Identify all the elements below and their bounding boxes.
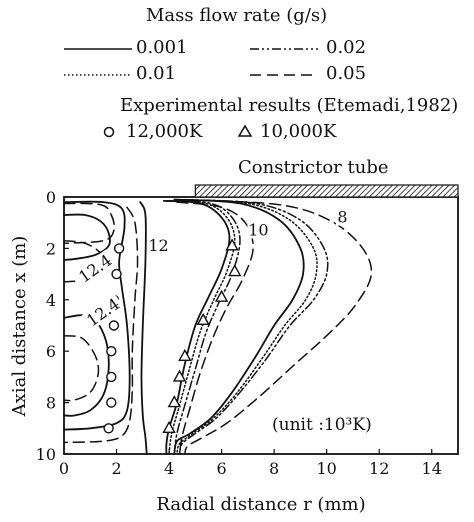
contour-level-label: 10 [248,220,268,239]
contour-label-bg [147,235,170,254]
contour-dotted-10 [165,200,236,455]
experimental-point-circle [111,268,122,280]
contour-dashed-12 [63,206,139,444]
x-tick-label: 8 [269,459,279,478]
legend-line-0001-sample [64,48,132,50]
legend-title: Mass flow rate (g/s) [146,5,328,26]
contour-level-label: 8 [337,208,347,227]
unit-annotation: (unit :10³K) [272,415,372,435]
experimental-title: Experimental results (Etemadi,1982) [120,95,459,116]
x-tick-label: 4 [164,459,174,478]
contour-label-bg [81,292,125,331]
experimental-point-circle [108,320,120,331]
experimental-point-circle [113,243,125,254]
y-tick-label: 10 [36,445,56,464]
contour-dashed-8 [184,198,373,455]
contour-dashed-10 [176,201,254,455]
contour-dashed-12-4 [63,335,100,402]
contour-label-bg [247,220,270,239]
contour-solid-10 [162,199,231,455]
contour-label-bg [335,207,349,226]
experimental-point-circle [106,371,117,383]
experimental-point-triangle [225,238,239,251]
legend-label-002: 0.02 [326,37,367,58]
experimental-point-circle [103,423,114,434]
contour-label-bg [73,249,117,287]
x-tick-label: 6 [217,459,227,478]
x-tick-label: 14 [422,459,442,478]
experimental-point-triangle [172,369,187,382]
y-tick-label: 6 [46,342,56,361]
experimental-point-triangle [214,289,229,302]
y-tick-label: 8 [46,394,56,413]
contour-dashdot-10 [168,200,241,455]
experimental-point-triangle [162,420,176,433]
contour-solid-12-4 [63,213,111,261]
marker-label-10000k: 10,000K [260,121,337,142]
x-tick-label: 0 [59,459,69,478]
x-tick-label: 12 [369,459,389,478]
experimental-point-circle [106,346,117,357]
experimental-point-triangle [178,348,192,362]
legend-line-005-sample [250,74,318,76]
x-tick-label: 2 [111,459,121,478]
legend-label-005: 0.05 [326,63,367,84]
legend-line-001-sample [64,74,132,76]
circle-marker-icon [103,126,115,138]
legend-label-001: 0.01 [136,63,177,84]
constrictor-tube [194,184,459,198]
contour-level-label: 12 [148,236,168,255]
contour-dashdot-8 [178,198,329,455]
experimental-point-triangle [167,395,182,408]
marker-label-12000k: 12,000K [126,121,203,142]
triangle-marker-icon [237,124,253,137]
legend-line-002-sample [250,48,318,50]
legend-label-0001: 0.001 [136,37,188,58]
y-tick-label: 4 [46,291,56,310]
contour-dashed-12 [63,202,116,245]
contour-dotted-8 [176,198,318,455]
x-tick-label: 10 [316,459,336,478]
experimental-point-circle [106,397,117,408]
contour-solid-12-4 [63,314,110,417]
constrictor-label: Constrictor tube [238,157,389,178]
contour-solid-12 [63,200,131,431]
y-tick-label: 0 [46,188,56,207]
y-tick-label: 2 [46,239,56,258]
experimental-point-triangle [228,264,242,277]
y-axis-label: Axial distance x (m) [9,236,30,418]
contour-solid-8 [173,198,305,455]
experimental-point-triangle [196,312,210,326]
x-axis-label: Radial distance r (mm) [156,494,365,515]
contour-solid-12 [139,201,148,455]
